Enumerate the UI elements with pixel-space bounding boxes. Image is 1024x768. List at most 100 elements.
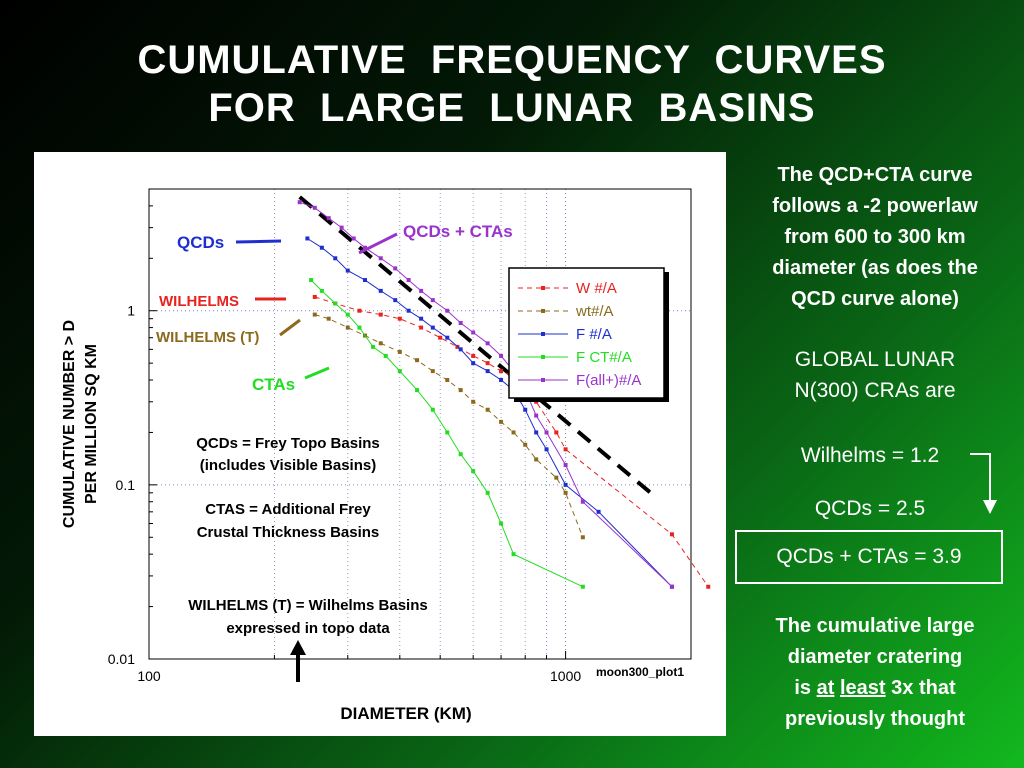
series-5-point [339, 225, 344, 230]
series-5-point [499, 353, 504, 358]
series-1-point [397, 316, 402, 321]
series-2-point [415, 358, 420, 363]
series-1-point [563, 447, 568, 452]
conclusion-line-4: previously thought [785, 708, 965, 730]
qcds-value: QCDs = 2.5 [814, 497, 926, 520]
legend-swatch-marker [541, 309, 545, 313]
series-3-point [534, 430, 539, 435]
series-5-point [393, 266, 398, 271]
series-3-point [419, 316, 424, 321]
y-tick-label: 1 [127, 303, 135, 319]
legend-label: W #/A [576, 280, 617, 297]
series-1-point [485, 361, 490, 366]
series-3-point [596, 509, 601, 514]
series-3-point [393, 298, 398, 303]
series-5-point [471, 330, 476, 335]
powerlaw-note-line-5: QCD curve alone) [791, 288, 959, 310]
series-5-point [669, 584, 674, 589]
series-3-point [378, 288, 383, 293]
plot-frame [148, 188, 692, 660]
series-2-point [345, 325, 350, 330]
series-2-point [445, 378, 450, 383]
series-3-point [485, 369, 490, 374]
annotation-wilhelms: WILHELMS [159, 293, 239, 310]
global-lunar-note: GLOBAL LUNAR N(300) CRAs are [736, 344, 1014, 406]
series-3-point [333, 256, 338, 261]
series-5-point [458, 321, 463, 326]
powerlaw-note-line-2: follows a -2 powerlaw [772, 195, 978, 217]
y-axis-label-line-2: PER MILLION SQ KM [83, 344, 100, 504]
chart-panel: 100 1000 1 0.1 0.01 DIAMETER (KM) CUMULATIVE… [34, 152, 726, 736]
series-3-point [544, 447, 549, 452]
series-2-point [458, 388, 463, 393]
series-1-point [669, 532, 674, 537]
series-1-point [378, 312, 383, 317]
conclusion-is: is [794, 677, 812, 699]
series-2-point [580, 535, 585, 540]
series-5-point [406, 278, 411, 283]
series-5-point [445, 308, 450, 313]
up-arrow-icon [290, 640, 306, 682]
legend: W #/A wt#/A F #/A F CT#/A F(all+)#/A [508, 267, 669, 402]
series-4-point [458, 452, 463, 457]
legend-label: wt#/A [575, 303, 614, 320]
series-2-point [499, 419, 504, 424]
series-5-point [326, 216, 331, 221]
annotation-ctas-pointer [304, 366, 330, 380]
series-3-point [499, 378, 504, 383]
qcds-ctas-value-box: QCDs + CTAs = 3.9 [735, 530, 1003, 584]
series-line-1 [314, 296, 709, 587]
series-5-point [297, 200, 302, 205]
annotation-wilhelms-t-pointer [279, 318, 301, 337]
global-lunar-line-2: N(300) CRAs are [794, 379, 956, 402]
series-3-point [471, 361, 476, 366]
series-2-point [563, 490, 568, 495]
series-3-point [363, 278, 368, 283]
qcds-ctas-value: QCDs + CTAs = 3.9 [776, 545, 962, 568]
series-2-point [312, 312, 317, 317]
note-qcds-line-2: (includes Visible Basins) [200, 457, 376, 474]
series-3-point [563, 482, 568, 487]
series-3-point [430, 325, 435, 330]
conclusion-note: The cumulative large diameter cratering … [736, 611, 1014, 735]
series-4-point [499, 521, 504, 526]
series-4-point [371, 344, 376, 349]
series-4-point [485, 490, 490, 495]
series-3-point [406, 308, 411, 313]
series-2-point [378, 341, 383, 346]
series-5-point [363, 245, 368, 250]
series-2-point [471, 399, 476, 404]
series-1-point [312, 294, 317, 299]
plot-id-label: moon300_plot1 [596, 665, 684, 679]
conclusion-line-2: diameter cratering [787, 646, 963, 668]
series-3-point [458, 347, 463, 352]
series-1-point [499, 369, 504, 374]
series-1-point [706, 584, 711, 589]
powerlaw-note: The QCD+CTA curve follows a -2 powerlaw … [736, 160, 1014, 315]
legend-label: F(all+)#/A [576, 372, 641, 389]
conclusion-3x: 3x that [891, 677, 956, 699]
global-lunar-line-1: GLOBAL LUNAR [794, 348, 956, 371]
series-5-point [563, 463, 568, 468]
series-4-point [471, 469, 476, 474]
series-1-point [554, 430, 559, 435]
series-4-point [383, 353, 388, 358]
x-tick-label: 1000 [550, 668, 581, 684]
series-line-3 [307, 238, 673, 588]
y-axis-label-line-1: CUMULATIVE NUMBER > D [61, 320, 78, 528]
series-5-point [580, 499, 585, 504]
slide-title: CUMULATIVE FREQUENCY CURVES FOR LARGE LU… [0, 36, 1024, 132]
y-tick-label: 0.01 [108, 651, 135, 667]
legend-label: F CT#/A [576, 349, 632, 366]
series-5-point [534, 413, 539, 418]
powerlaw-note-line-3: from 600 to 300 km [784, 226, 966, 248]
annotation-wilhelms-t: WILHELMS (T) [156, 329, 259, 346]
legend-swatch-marker [541, 378, 545, 382]
series-2-point [523, 442, 528, 447]
series-2-point [397, 349, 402, 354]
note-wilhelms-t-line-1: WILHELMS (T) = Wilhelms Basins [188, 597, 427, 614]
title-line-1: CUMULATIVE FREQUENCY CURVES [137, 38, 887, 82]
annotation-qcds: QCDs [177, 233, 224, 252]
series-1-point [357, 308, 362, 313]
series-3-point [445, 335, 450, 340]
